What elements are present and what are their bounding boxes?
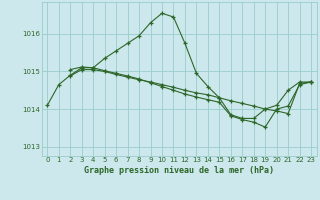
X-axis label: Graphe pression niveau de la mer (hPa): Graphe pression niveau de la mer (hPa) [84, 166, 274, 175]
